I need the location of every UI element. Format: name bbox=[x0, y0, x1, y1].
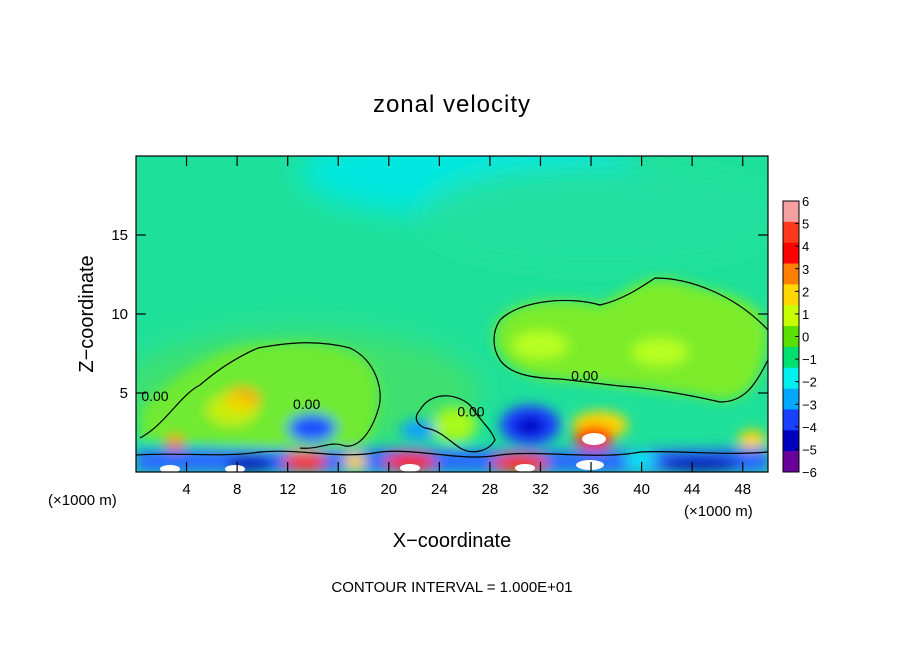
colorbar-swatch bbox=[783, 201, 799, 223]
colorbar-tick-label: −5 bbox=[802, 442, 817, 457]
colorbar-swatch bbox=[783, 409, 799, 431]
colorbar-tick-label: −1 bbox=[802, 352, 817, 367]
contour-labels: 0.00 0.00 0.00 0.00 bbox=[141, 367, 598, 419]
colorbar-tick-label: −6 bbox=[802, 465, 817, 480]
colorbar-tick-label: 1 bbox=[802, 307, 809, 322]
field-right-core-2 bbox=[632, 338, 688, 366]
y-tick-label: 5 bbox=[120, 385, 128, 402]
colorbar-tick-label: 5 bbox=[802, 217, 809, 232]
x-tick-label: 12 bbox=[279, 481, 296, 498]
colorbar-tick-label: 4 bbox=[802, 239, 809, 254]
field-blue-left bbox=[288, 414, 336, 442]
field-blue-center-core bbox=[514, 416, 546, 436]
field-bottom-navy-2 bbox=[660, 457, 740, 471]
field-white-core-4 bbox=[515, 464, 535, 472]
contour-label: 0.00 bbox=[141, 388, 168, 404]
contour-label: 0.00 bbox=[457, 404, 484, 420]
field-yellow-mid bbox=[433, 407, 477, 443]
colorbar-swatch bbox=[783, 263, 799, 285]
x-axis-ticks: 4 8 12 16 20 24 28 32 36 40 44 48 bbox=[182, 156, 751, 498]
colorbar-swatch bbox=[783, 430, 799, 452]
zero-contour-left bbox=[139, 342, 381, 449]
contour-label: 0.00 bbox=[571, 367, 598, 383]
x-tick-label: 16 bbox=[330, 481, 347, 498]
field-white-core-1 bbox=[160, 465, 180, 472]
field-yellow-left bbox=[206, 394, 258, 426]
field-bottom-cyan bbox=[624, 453, 656, 467]
colorbar-tick-label: −4 bbox=[802, 420, 817, 435]
zero-contour-bottom bbox=[136, 450, 768, 458]
x-tick-label: 40 bbox=[633, 481, 650, 498]
contour-interval-footer: CONTOUR INTERVAL = 1.000E+01 bbox=[331, 579, 572, 596]
field-right-lobe bbox=[494, 278, 768, 400]
x-tick-label: 36 bbox=[583, 481, 600, 498]
x-tick-label: 48 bbox=[734, 481, 751, 498]
colorbar-swatch bbox=[783, 326, 799, 348]
field-white-core-right bbox=[582, 433, 606, 445]
contour-label: 0.00 bbox=[293, 396, 320, 412]
field-bottom-yellow bbox=[343, 454, 367, 470]
y-axis-ticks: 5 10 15 bbox=[111, 227, 768, 402]
field-yellow-edge bbox=[738, 430, 766, 450]
colorbar-tick-label: 3 bbox=[802, 262, 809, 277]
field-orange-small bbox=[165, 436, 185, 450]
x-tick-label: 24 bbox=[431, 481, 448, 498]
field-bottom-red-2 bbox=[384, 453, 436, 471]
colorbar-swatch bbox=[783, 242, 799, 264]
x-tick-label: 4 bbox=[182, 481, 190, 498]
x-tick-label: 28 bbox=[482, 481, 499, 498]
colorbar: 6 5 4 3 2 1 0 −1 −2 −3 −4 −5 −6 bbox=[782, 194, 817, 480]
colorbar-swatch bbox=[783, 451, 799, 473]
y-tick-label: 15 bbox=[111, 227, 128, 244]
x-tick-label: 32 bbox=[532, 481, 549, 498]
colorbar-swatch bbox=[783, 284, 799, 306]
colorbar-tick-label: 0 bbox=[802, 330, 809, 345]
colorbar-tick-label: 6 bbox=[802, 194, 809, 209]
field-right-core-1 bbox=[512, 331, 568, 359]
x-axis-label: X−coordinate bbox=[393, 530, 511, 552]
velocity-field bbox=[136, 156, 768, 472]
zero-contour-right bbox=[493, 277, 768, 403]
chart-title: zonal velocity bbox=[373, 91, 531, 118]
colorbar-tick-label: 2 bbox=[802, 284, 809, 299]
field-white-core-2 bbox=[225, 465, 245, 472]
field-white-core-5 bbox=[576, 460, 604, 470]
zero-contour-mid bbox=[415, 395, 496, 453]
colorbar-swatch bbox=[783, 221, 799, 243]
field-bottom-red-1 bbox=[283, 453, 327, 471]
x-unit-right: (×1000 m) bbox=[684, 503, 753, 520]
colorbar-swatch bbox=[783, 346, 799, 369]
y-tick-label: 10 bbox=[111, 306, 128, 323]
colorbar-swatch bbox=[783, 305, 799, 327]
x-tick-label: 8 bbox=[233, 481, 241, 498]
field-blue-mid bbox=[400, 420, 436, 440]
colorbar-swatch bbox=[783, 367, 799, 389]
x-tick-label: 44 bbox=[684, 481, 701, 498]
field-white-core-3 bbox=[400, 464, 420, 472]
field-upper-green bbox=[420, 165, 768, 265]
x-unit-left: (×1000 m) bbox=[48, 492, 117, 509]
x-tick-label: 20 bbox=[380, 481, 397, 498]
colorbar-tick-label: −3 bbox=[802, 397, 817, 412]
y-axis-label: Z−coordinate bbox=[76, 255, 98, 372]
colorbar-swatch bbox=[783, 388, 799, 410]
colorbar-tick-label: −2 bbox=[802, 375, 817, 390]
zero-contours bbox=[136, 277, 768, 458]
